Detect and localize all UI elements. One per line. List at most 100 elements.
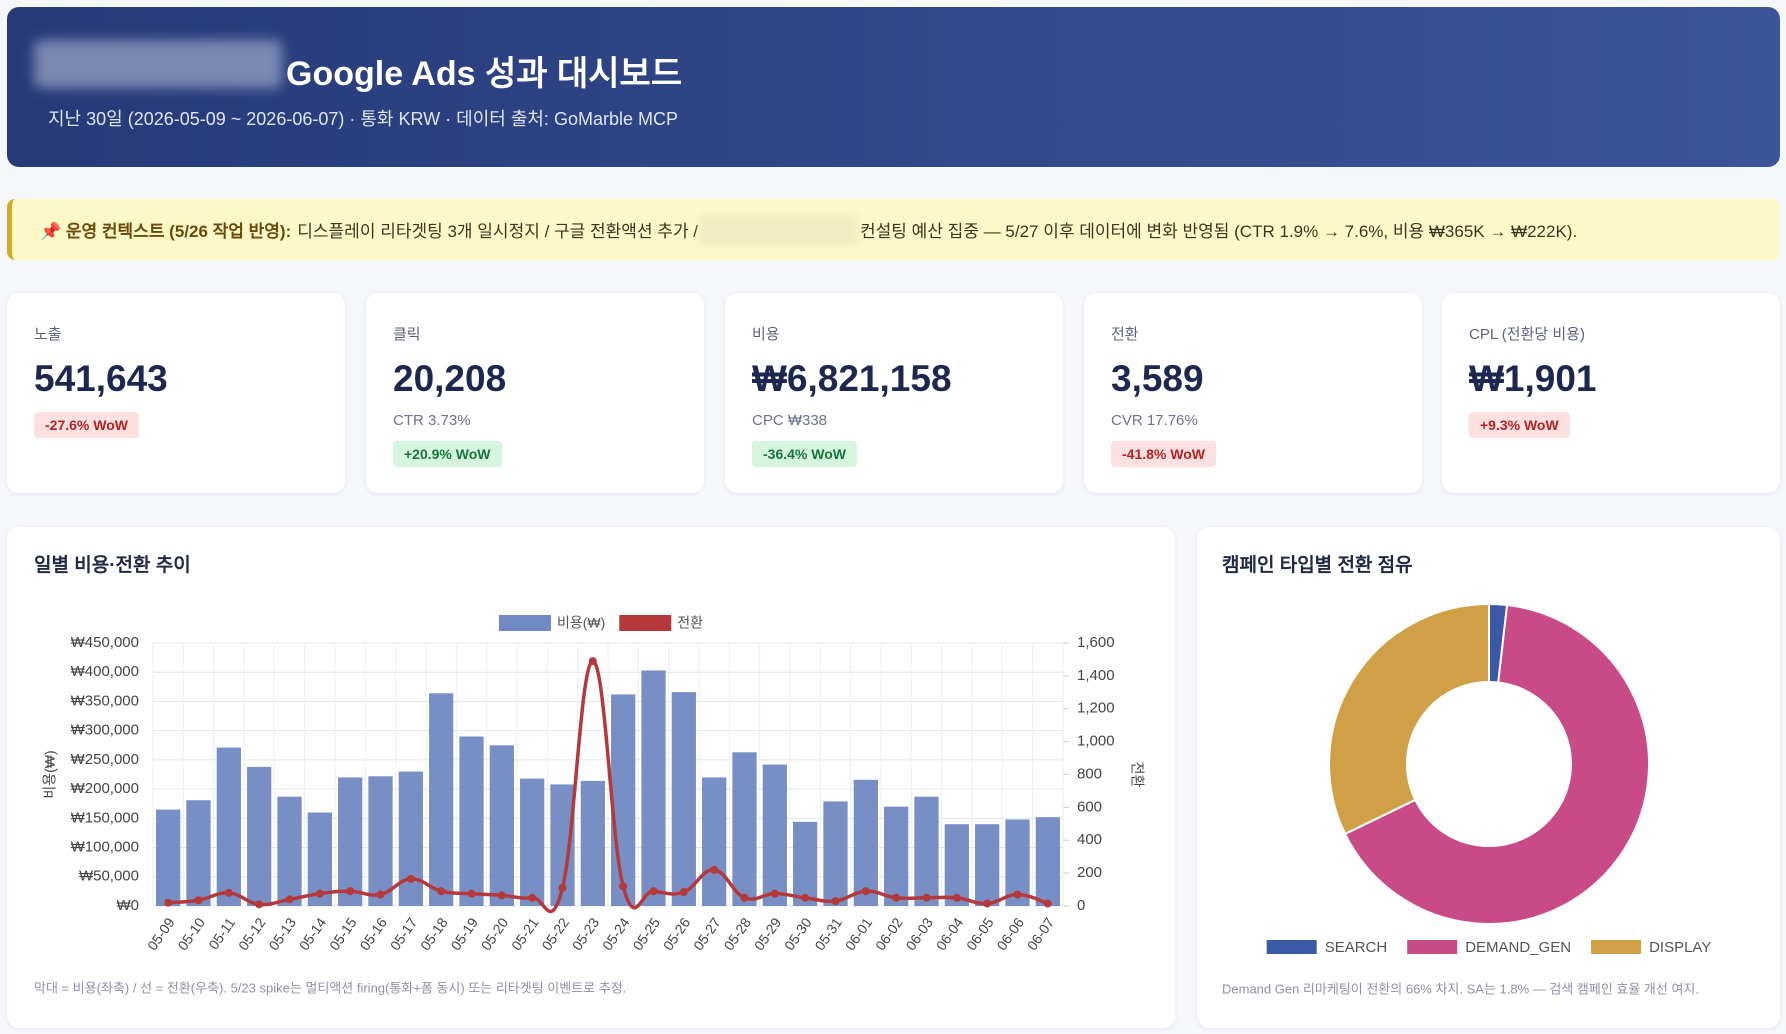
point xyxy=(406,874,415,883)
notice: 📌 운영 컨텍스트 (5/26 작업 반영): 디스플레이 리타겟팅 3개 일시… xyxy=(7,199,1780,260)
donut-segment xyxy=(1328,602,1490,836)
x-tick-label: 05-31 xyxy=(811,914,845,953)
kpi-badge: +9.3% WoW xyxy=(1469,412,1570,438)
x-tick-label: 05-19 xyxy=(447,914,481,953)
point xyxy=(1043,899,1052,908)
y2-tick-label: 600 xyxy=(1077,798,1102,815)
x-tick-label: 05-17 xyxy=(387,914,421,953)
legend-label: SEARCH xyxy=(1325,939,1388,956)
legend-swatch xyxy=(1591,940,1642,954)
x-tick-label: 05-23 xyxy=(569,914,603,953)
chart-title: 일별 비용·전환 추이 xyxy=(34,554,191,576)
bar xyxy=(611,694,636,906)
point xyxy=(558,883,567,892)
legend: SEARCH DEMAND_GEN DISPLAY xyxy=(1266,939,1711,956)
kpi-card: 전환 3,589 CVR 17.76% -41.8% WoW xyxy=(1084,293,1422,493)
x-tick-label: 05-11 xyxy=(205,915,238,953)
kpi-label: CPL (전환당 비용) xyxy=(1469,326,1585,343)
point xyxy=(497,891,506,900)
point xyxy=(679,888,688,897)
point xyxy=(801,893,810,902)
x-tick-label: 06-06 xyxy=(993,914,1027,953)
y-tick-label: ₩150,000 xyxy=(71,809,139,826)
x-tick-label: 05-14 xyxy=(296,914,330,953)
kpi-badge: +20.9% WoW xyxy=(393,441,502,467)
bar xyxy=(823,801,848,906)
kpi-value: 541,643 xyxy=(34,358,168,399)
y-tick-label: ₩450,000 xyxy=(71,634,139,651)
x-tick-label: 05-20 xyxy=(478,914,512,953)
point xyxy=(224,888,233,897)
bar xyxy=(914,796,939,906)
kpi-badge: -27.6% WoW xyxy=(34,412,139,438)
point xyxy=(952,893,961,902)
legend-swatch xyxy=(619,615,672,631)
point xyxy=(467,889,476,898)
point xyxy=(437,887,446,896)
x-tick-label: 05-24 xyxy=(599,914,633,953)
legend-label: 비용(₩) xyxy=(557,615,605,631)
bar xyxy=(277,796,302,906)
x-tick-label: 05-22 xyxy=(538,914,572,953)
y-axis-title: 비용(₩) xyxy=(42,750,58,798)
legend-swatch xyxy=(1407,940,1458,954)
point xyxy=(770,889,779,898)
kpi-badge: -36.4% WoW xyxy=(752,441,857,467)
y2-axis-title: 전환 xyxy=(1129,762,1145,788)
x-tick-label: 05-30 xyxy=(781,914,815,953)
bar xyxy=(853,779,878,906)
bar xyxy=(702,777,727,906)
y2-tick-label: 800 xyxy=(1077,765,1102,782)
legend: 비용(₩) 전환 xyxy=(498,615,703,631)
y-tick-label: ₩50,000 xyxy=(79,868,139,885)
point xyxy=(528,893,537,902)
redacted-name xyxy=(34,40,282,88)
legend-swatch xyxy=(498,615,551,631)
legend-label: DEMAND_GEN xyxy=(1465,939,1571,956)
bar xyxy=(671,692,696,906)
kpi-card: 비용 ₩6,821,158 CPC ₩338 -36.4% WoW xyxy=(725,293,1063,493)
kpi-label: 비용 xyxy=(752,326,780,343)
x-tick-label: 05-18 xyxy=(417,914,451,953)
point xyxy=(346,887,355,896)
y2-tick-label: 1,200 xyxy=(1077,700,1115,717)
x-tick-label: 05-09 xyxy=(144,914,178,953)
x-tick-label: 05-25 xyxy=(629,914,663,953)
notice-label: 📌 운영 컨텍스트 (5/26 작업 반영): xyxy=(40,222,292,241)
x-tick-label: 05-16 xyxy=(356,914,390,953)
chart: 캠페인 타입별 전환 점유 SEARCH DEMAND_GEN DISPLAY Dema… xyxy=(1222,554,1711,996)
point xyxy=(649,887,658,896)
notice-text: 컨설팅 예산 집중 — 5/27 이후 데이터에 변화 반영됨 (CTR 1.9… xyxy=(860,222,1578,241)
y2-tick-label: 1,000 xyxy=(1077,733,1115,750)
x-tick-label: 05-13 xyxy=(265,914,299,953)
bar xyxy=(1035,817,1060,906)
point xyxy=(255,900,264,909)
title: Google Ads 성과 대시보드 xyxy=(286,55,683,93)
y-tick-label: ₩400,000 xyxy=(71,663,139,680)
legend-label: DISPLAY xyxy=(1649,939,1711,956)
bar xyxy=(884,806,909,906)
line xyxy=(168,659,1049,914)
kpi-sub: CTR 3.73% xyxy=(393,412,471,429)
point xyxy=(619,882,628,891)
redacted-text xyxy=(700,214,859,245)
bar xyxy=(975,824,1000,906)
bar xyxy=(216,747,241,906)
kpi-sub: CVR 17.76% xyxy=(1111,412,1198,429)
y2-tick-label: 400 xyxy=(1077,831,1102,848)
bar xyxy=(338,777,363,906)
bar xyxy=(429,693,454,906)
x-tick-label: 06-07 xyxy=(1024,914,1058,953)
bar xyxy=(793,821,818,906)
kpi-sub: CPC ₩338 xyxy=(752,412,828,429)
point xyxy=(861,887,870,896)
donut-segment xyxy=(1343,603,1650,925)
x-tick-label: 05-12 xyxy=(235,914,269,953)
x-tick-label: 05-15 xyxy=(326,914,360,953)
kpi-label: 노출 xyxy=(34,326,62,343)
x-tick-label: 05-26 xyxy=(660,914,694,953)
point xyxy=(315,889,324,898)
kpi-card: 클릭 20,208 CTR 3.73% +20.9% WoW xyxy=(366,293,704,493)
point xyxy=(831,897,840,906)
